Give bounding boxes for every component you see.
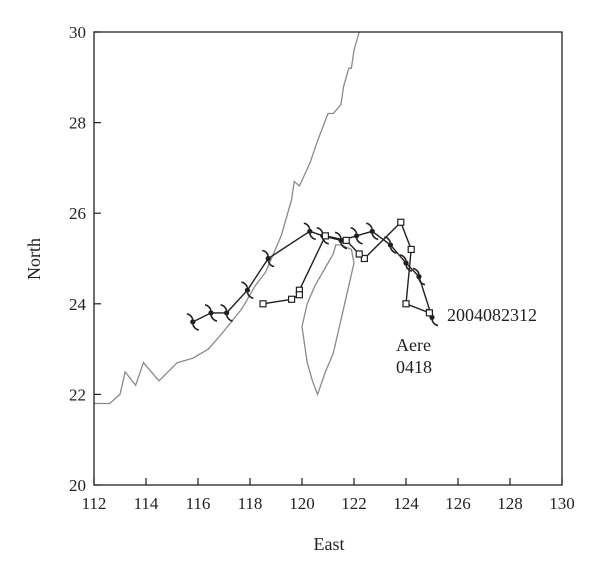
typhoon-symbol-arm [389,247,397,254]
y-tick-label: 24 [69,295,87,314]
typhoon-symbol-arm [405,265,413,272]
typhoon-symbol-core [265,255,271,262]
typhoon-symbol-icon [262,249,275,268]
typhoon-symbol-arm [412,267,420,275]
x-tick-label: 124 [393,494,419,513]
typhoon-symbol-core [244,287,250,293]
y-tick-label: 28 [69,114,86,133]
typhoon-symbol-icon [204,304,218,322]
track-line-1 [192,230,433,323]
typhoon-symbol-icon [384,236,397,254]
x-tick-label: 130 [549,494,575,513]
typhoon-symbol-arm [262,249,269,257]
typhoon-symbol-core [403,260,409,266]
track-point-square [402,300,410,308]
typhoon-symbol-arm [204,304,212,311]
y-tick-label: 26 [69,204,86,223]
x-tick-label: 114 [134,494,159,513]
typhoon-symbol-core [387,242,393,248]
typhoon-symbol-core [307,228,313,234]
typhoon-symbol-arm [334,231,342,239]
typhoon-symbol-arm [418,278,426,286]
track-point-square [425,309,433,317]
typhoon-symbol-core [416,274,422,280]
typhoon-symbol-core [224,310,230,316]
typhoon-symbol-arm [355,238,363,245]
typhoon-symbol-arm [399,254,407,261]
typhoon-symbol-arm [192,324,199,331]
typhoon-symbol-arm [366,222,373,229]
typhoon-symbol-arm [246,292,254,300]
track-point-square [321,232,329,240]
y-tick-label: 30 [69,23,86,42]
typhoon-symbol-core [369,228,375,234]
plot-frame [93,31,563,486]
storm-name-annotation: Aere [396,335,431,355]
typhoon-symbol-icon [334,231,348,250]
typhoon-symbol-arm [220,304,228,311]
x-tick-label: 128 [497,494,523,513]
typhoon-symbol-icon [350,227,363,245]
typhoon-symbol-icon [366,222,379,241]
typhoon-symbol-arm [225,315,233,322]
track-point-square [259,300,267,308]
x-tick-label: 112 [82,494,107,513]
coastline-taiwan [301,244,355,397]
track-point-square [407,245,415,254]
track-point-square [342,236,350,244]
typhoon-symbol-arm [241,281,249,288]
y-tick-label: 20 [69,476,86,495]
coastline-layer [94,31,360,405]
typhoon-symbol-arm [267,260,275,268]
typhoon-symbol-icon [241,281,254,300]
typhoon-symbol-arm [371,233,379,241]
y-axis-title: North [24,238,44,280]
typhoon-symbol-arm [309,233,316,241]
storm-number-annotation: 0418 [396,357,432,377]
x-tick-label: 120 [289,494,315,513]
track-point-square [360,254,368,263]
x-tick-label: 126 [445,494,471,513]
track-point-square [288,295,296,303]
timestamp-annotation: 2004082312 [447,305,537,325]
typhoon-symbol-icon [186,313,199,331]
track-point-square [355,250,363,258]
x-tick-label: 116 [186,494,211,513]
typhoon-symbol-icon [412,267,426,286]
typhoon-symbol-core [354,233,360,239]
coastline-mainland [94,31,360,405]
typhoon-symbol-core [190,319,196,325]
x-axis-ticks: 112 114 116 118 120 122 124 126 128 130 [82,478,575,513]
y-axis-ticks: 20 22 24 26 28 30 [69,23,101,495]
marker-layer [186,218,439,331]
track-point-square [397,218,405,226]
typhoon-symbol-arm [303,222,311,229]
typhoon-symbol-icon [303,222,316,241]
typhoon-symbol-icon [220,304,233,322]
y-tick-label: 22 [69,385,86,404]
typhoon-symbol-arm [340,242,348,250]
typhoon-symbol-arm [350,227,358,234]
x-axis-title: East [314,534,345,554]
typhoon-symbol-core [338,237,344,243]
track-point-square [295,291,303,299]
x-tick-label: 118 [238,494,263,513]
x-tick-label: 122 [341,494,367,513]
typhoon-symbol-arm [431,319,439,327]
typhoon-symbol-arm [210,315,218,322]
typhoon-symbol-icon [399,254,413,272]
typhoon-symbol-core [208,310,214,316]
typhoon-symbol-arm [186,313,194,320]
typhoon-symbol-arm [384,236,392,243]
